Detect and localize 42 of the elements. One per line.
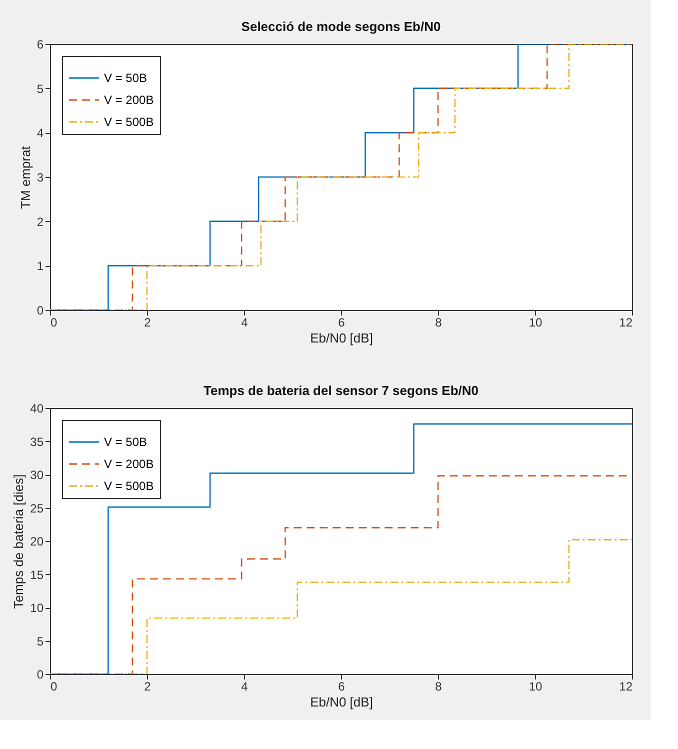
y-tick-label: 5 xyxy=(36,82,44,96)
y-tick-label: 20 xyxy=(30,534,44,548)
legend-label: V = 200B xyxy=(104,457,154,471)
y-tick-label: 25 xyxy=(30,501,44,516)
y-tick-label: 4 xyxy=(36,126,44,140)
x-tick-label: 6 xyxy=(338,680,346,694)
x-tick-label: 12 xyxy=(619,680,633,694)
y-tick-label: 40 xyxy=(30,402,44,416)
x-tick-label: 4 xyxy=(241,316,248,330)
y-tick-label: 3 xyxy=(36,170,44,184)
x-tick-label: 8 xyxy=(435,316,442,330)
x-tick-label: 4 xyxy=(241,680,248,694)
y-axis-title: Temps de bateria [dies] xyxy=(11,474,26,609)
y-tick-label: 1 xyxy=(36,259,44,274)
legend-label: V = 50B xyxy=(104,435,148,449)
chart-title: Temps de bateria del sensor 7 segons Eb/N0 xyxy=(203,383,479,398)
x-tick-label: 0 xyxy=(50,316,58,330)
x-tick-label: 10 xyxy=(528,680,542,694)
y-tick-label: 30 xyxy=(30,468,44,482)
legend-label: V = 500B xyxy=(104,115,154,129)
x-tick-label: 6 xyxy=(338,316,346,330)
x-tick-label: 10 xyxy=(528,316,542,330)
x-axis-title: Eb/N0 [dB] xyxy=(310,330,373,346)
y-tick-label: 15 xyxy=(30,568,44,582)
legend-label: V = 200B xyxy=(104,93,154,107)
x-tick-label: 8 xyxy=(435,680,442,694)
x-tick-label: 12 xyxy=(619,316,633,330)
y-axis-title: TM emprat xyxy=(18,146,33,209)
chart-title: Selecció de mode segons Eb/N0 xyxy=(241,19,441,34)
y-tick-label: 2 xyxy=(36,214,44,229)
y-tick-label: 0 xyxy=(36,304,44,318)
legend-label: V = 50B xyxy=(104,71,148,85)
x-tick-label: 2 xyxy=(144,680,152,694)
y-tick-label: 35 xyxy=(30,434,44,449)
x-tick-label: 0 xyxy=(50,680,58,694)
x-axis-title: Eb/N0 [dB] xyxy=(310,694,373,710)
y-tick-label: 10 xyxy=(30,601,44,615)
x-tick-label: 2 xyxy=(144,316,152,330)
legend-label: V = 500B xyxy=(104,479,154,493)
y-tick-label: 6 xyxy=(36,38,44,52)
y-tick-label: 0 xyxy=(36,668,44,682)
y-tick-label: 5 xyxy=(36,634,44,648)
